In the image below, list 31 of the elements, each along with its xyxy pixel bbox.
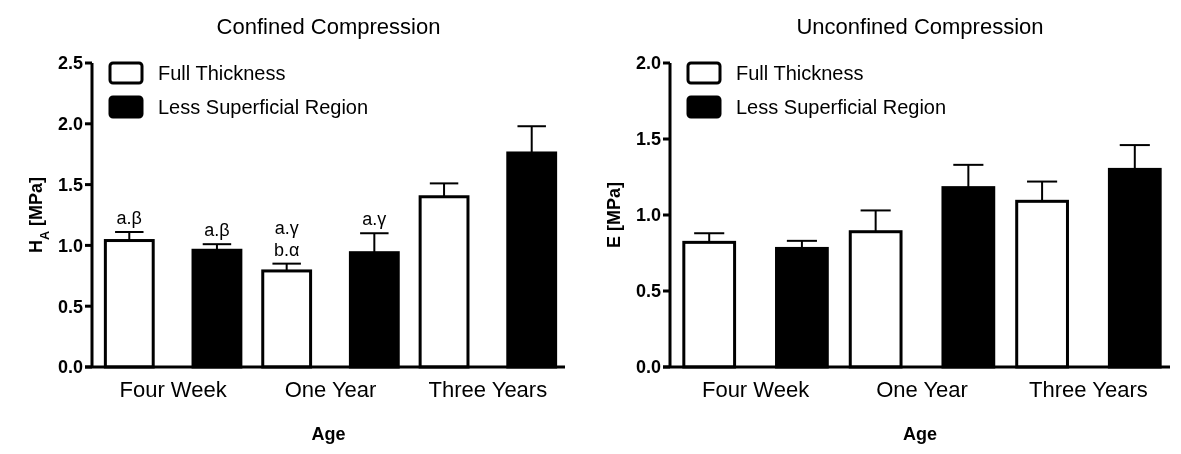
y-tick-label: 1.0 [635,205,661,226]
y-tick-label: 2.5 [57,53,83,74]
y-tick-label: 1.5 [57,174,83,195]
y-tick-label: 0.5 [635,281,661,302]
x-axis-title: Age [311,424,346,444]
chart-title: Unconfined Compression [796,14,1044,39]
x-tick-label: Three Years [428,377,548,402]
legend-label: Less Superficial Region [158,96,369,118]
x-tick-label: Four Week [701,377,811,402]
annotation: a.γ [362,209,387,230]
annotation: a.γ [274,217,299,238]
y-axis-title: E [MPa] [604,181,624,249]
x-tick-label: Four Week [119,377,228,402]
y-tick-label: 2.0 [57,114,83,135]
x-tick-label: Three Years [1029,377,1148,402]
legend-label: Less Superficial Region [736,96,947,118]
chart-title: Confined Compression [216,14,441,39]
y-tick-label: 1.5 [635,129,661,150]
annotation: a.β [116,208,142,229]
annotation: b.α [273,239,300,260]
legend-label: Full Thickness [158,62,286,84]
y-tick-label: 0.5 [57,296,83,317]
y-tick-label: 2.0 [635,53,661,74]
x-tick-label: One Year [876,377,968,402]
x-axis-title: Age [902,424,938,444]
y-tick-label: 0.0 [57,357,83,378]
y-tick-label: 1.0 [57,235,83,256]
legend-label: Full Thickness [736,62,864,84]
annotation: a.β [204,220,230,241]
y-tick-label: 0.0 [635,357,661,378]
x-tick-label: One Year [284,377,377,402]
